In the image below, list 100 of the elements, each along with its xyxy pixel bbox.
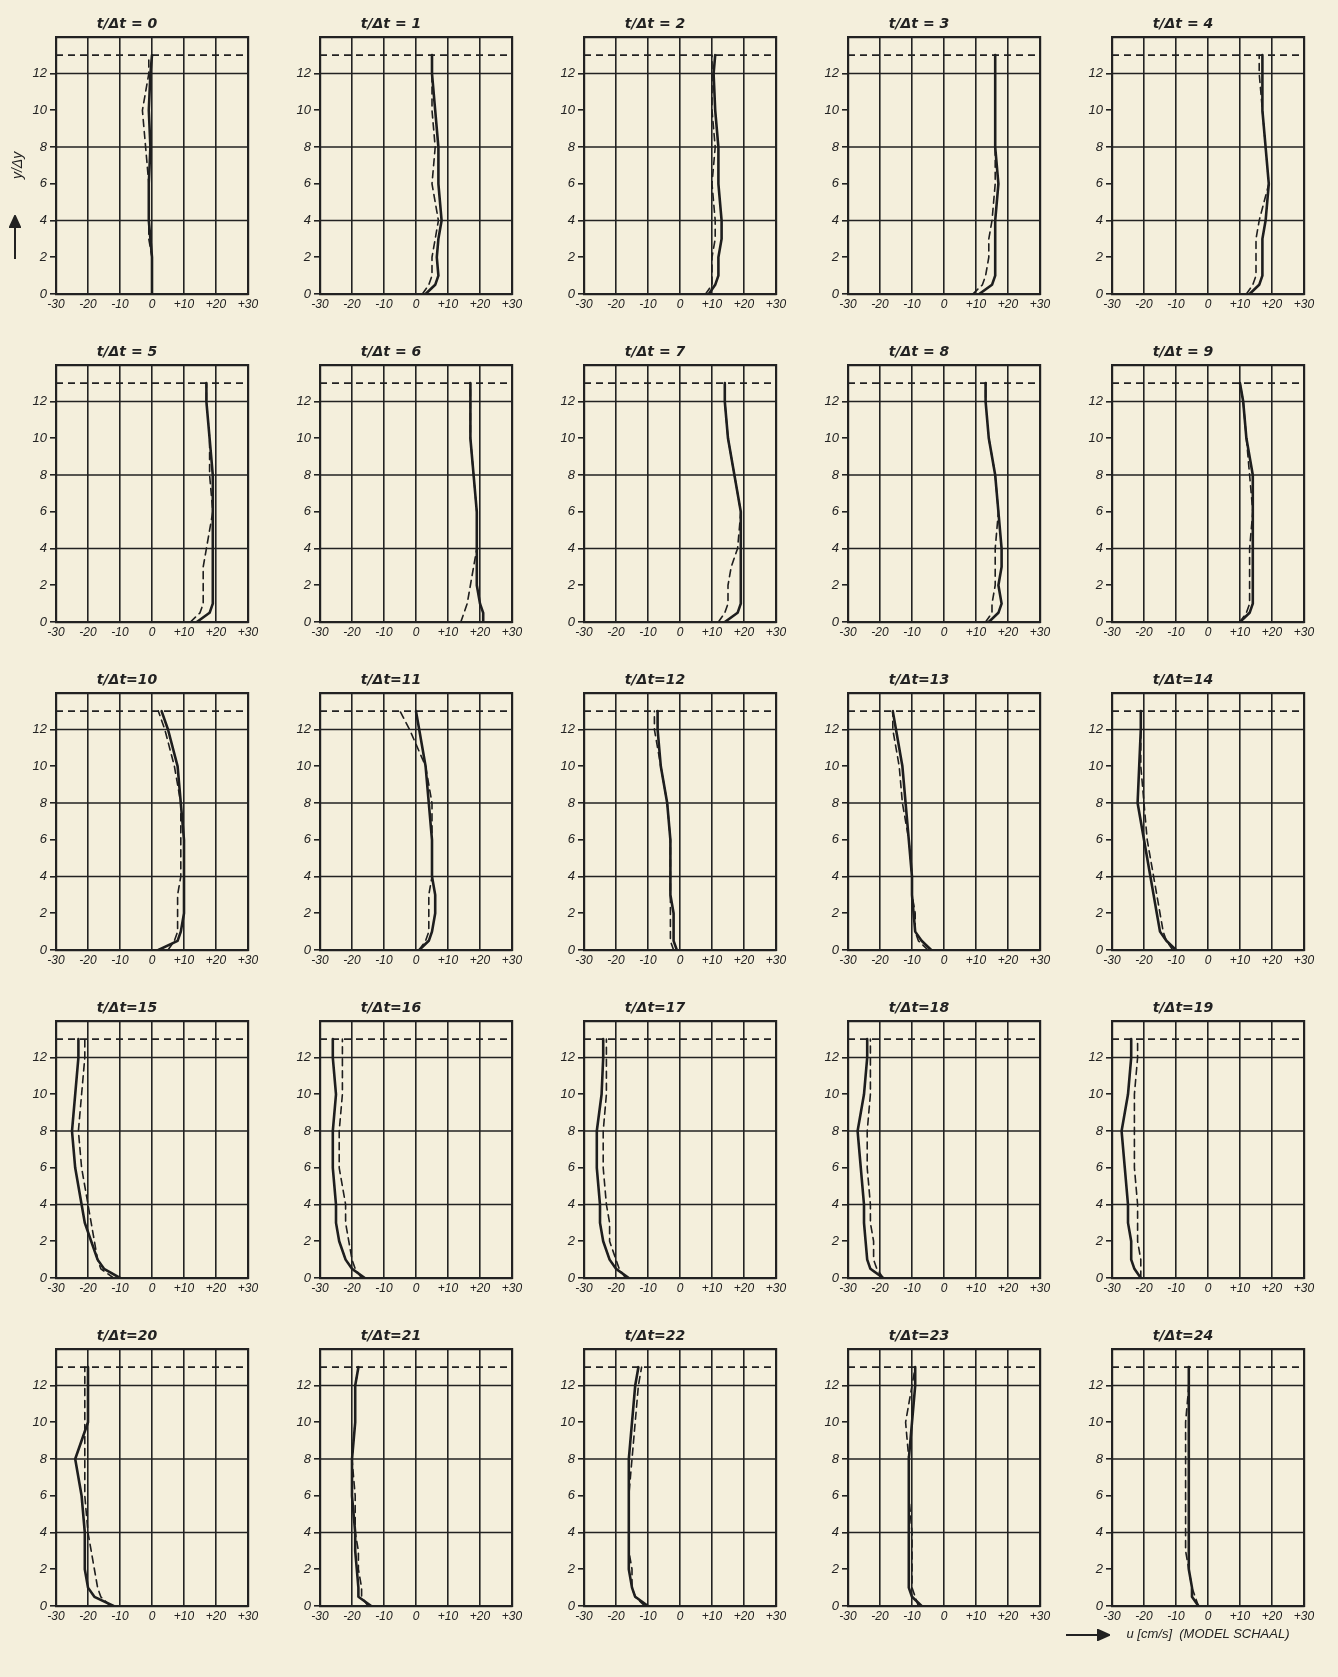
x-tick-label: -10 bbox=[111, 952, 129, 967]
x-tick-label: -20 bbox=[79, 296, 97, 311]
x-tick-label: -30 bbox=[311, 624, 329, 639]
chart-title: t/Δt = 1 bbox=[360, 15, 422, 32]
y-tick-label: 12 bbox=[296, 1377, 312, 1393]
y-tick-label: 4 bbox=[39, 1196, 47, 1212]
x-tick-label: +20 bbox=[733, 296, 755, 311]
chart-title: t/Δt = 2 bbox=[624, 15, 686, 32]
x-tick-label: +30 bbox=[765, 1280, 787, 1295]
x-tick-label: +20 bbox=[469, 952, 491, 967]
y-tick-label: 8 bbox=[1095, 1122, 1104, 1138]
x-tick-label: -20 bbox=[607, 1608, 625, 1623]
x-tick-label: -20 bbox=[871, 952, 889, 967]
x-tick-label: +30 bbox=[237, 1608, 259, 1623]
y-tick-label: 12 bbox=[1088, 393, 1104, 409]
x-tick-label: -30 bbox=[1103, 624, 1121, 639]
y-tick-label: 2 bbox=[830, 904, 840, 920]
y-tick-label: 0 bbox=[567, 1269, 576, 1285]
x-tick-label: +20 bbox=[1261, 296, 1283, 311]
y-tick-label: 2 bbox=[1094, 248, 1104, 264]
y-tick-label: 0 bbox=[567, 285, 576, 301]
y-tick-label: 6 bbox=[1095, 503, 1104, 519]
x-tick-label: -10 bbox=[375, 1280, 393, 1295]
x-tick-label: +30 bbox=[501, 952, 523, 967]
y-tick-label: 10 bbox=[560, 757, 576, 773]
x-tick-label: +20 bbox=[1261, 1280, 1283, 1295]
chart-title: t/Δt=20 bbox=[96, 1327, 158, 1344]
y-tick-label: 4 bbox=[567, 868, 575, 884]
y-tick-label: 4 bbox=[831, 1524, 839, 1540]
y-tick-label: 10 bbox=[32, 101, 48, 117]
x-tick-label: -20 bbox=[1135, 624, 1153, 639]
y-tick-label: 6 bbox=[567, 503, 576, 519]
x-tick-label: +10 bbox=[701, 952, 723, 967]
y-tick-label: 6 bbox=[1095, 1487, 1104, 1503]
y-tick-label: 6 bbox=[831, 1487, 840, 1503]
y-tick-label: 8 bbox=[831, 1122, 840, 1138]
y-tick-label: 12 bbox=[824, 1049, 840, 1065]
x-tick-label: -20 bbox=[343, 624, 361, 639]
y-tick-label: 2 bbox=[38, 1560, 48, 1576]
x-tick-label: +10 bbox=[1229, 1280, 1251, 1295]
y-tick-label: 0 bbox=[831, 1597, 840, 1613]
x-tick-label: +10 bbox=[173, 296, 195, 311]
y-tick-label: 2 bbox=[302, 904, 312, 920]
chart-title: t/Δt=18 bbox=[888, 999, 950, 1016]
x-tick-label: -10 bbox=[111, 296, 129, 311]
x-tick-label: +30 bbox=[237, 952, 259, 967]
y-tick-label: 10 bbox=[1088, 1085, 1104, 1101]
x-tick-label: +30 bbox=[1293, 1280, 1315, 1295]
x-tick-label: +30 bbox=[501, 296, 523, 311]
x-tick-label: +30 bbox=[1029, 952, 1051, 967]
y-tick-label: 8 bbox=[39, 1122, 48, 1138]
x-tick-label: 0 bbox=[1204, 624, 1212, 639]
x-tick-label: -30 bbox=[47, 1608, 65, 1623]
y-tick-label: 6 bbox=[303, 1159, 312, 1175]
y-tick-label: 10 bbox=[560, 429, 576, 445]
y-tick-label: 12 bbox=[560, 721, 576, 737]
y-tick-label: 10 bbox=[824, 757, 840, 773]
y-tick-label: 10 bbox=[1088, 429, 1104, 445]
x-tick-label: -20 bbox=[1135, 952, 1153, 967]
x-tick-label: +20 bbox=[1261, 952, 1283, 967]
y-tick-label: 2 bbox=[566, 248, 576, 264]
x-tick-label: +30 bbox=[237, 296, 259, 311]
y-tick-label: 2 bbox=[1094, 576, 1104, 592]
y-tick-label: 8 bbox=[567, 466, 576, 482]
y-tick-label: 12 bbox=[560, 65, 576, 81]
y-tick-label: 8 bbox=[303, 466, 312, 482]
y-tick-label: 12 bbox=[824, 1377, 840, 1393]
x-tick-label: +20 bbox=[205, 624, 227, 639]
y-tick-label: 12 bbox=[296, 393, 312, 409]
y-tick-label: 2 bbox=[1094, 1560, 1104, 1576]
x-tick-label: +10 bbox=[437, 952, 459, 967]
y-tick-label: 4 bbox=[39, 540, 47, 556]
x-tick-label: -10 bbox=[903, 952, 921, 967]
chart-title: t/Δt = 8 bbox=[888, 343, 950, 360]
x-tick-label: +20 bbox=[205, 1280, 227, 1295]
y-tick-label: 4 bbox=[303, 1196, 311, 1212]
y-tick-label: 8 bbox=[567, 1122, 576, 1138]
x-tick-label: 0 bbox=[940, 1608, 948, 1623]
x-tick-label: -20 bbox=[607, 624, 625, 639]
y-tick-label: 4 bbox=[831, 868, 839, 884]
x-tick-label: -10 bbox=[1167, 296, 1185, 311]
y-tick-label: 10 bbox=[32, 1413, 48, 1429]
y-tick-label: 12 bbox=[296, 65, 312, 81]
x-tick-label: +30 bbox=[1293, 624, 1315, 639]
y-tick-label: 12 bbox=[32, 65, 48, 81]
y-tick-label: 4 bbox=[1095, 868, 1103, 884]
x-tick-label: -10 bbox=[639, 296, 657, 311]
y-tick-label: 6 bbox=[39, 831, 48, 847]
x-tick-label: +30 bbox=[1029, 1280, 1051, 1295]
x-tick-label: -30 bbox=[47, 296, 65, 311]
y-tick-label: 8 bbox=[831, 138, 840, 154]
x-tick-label: -30 bbox=[47, 1280, 65, 1295]
x-tick-label: -10 bbox=[903, 1608, 921, 1623]
y-tick-label: 8 bbox=[39, 138, 48, 154]
chart-title: t/Δt=17 bbox=[624, 999, 686, 1016]
x-tick-label: -20 bbox=[1135, 1608, 1153, 1623]
y-tick-label: 0 bbox=[831, 285, 840, 301]
y-tick-label: 6 bbox=[303, 175, 312, 191]
x-tick-label: -10 bbox=[639, 1280, 657, 1295]
x-tick-label: -10 bbox=[639, 624, 657, 639]
